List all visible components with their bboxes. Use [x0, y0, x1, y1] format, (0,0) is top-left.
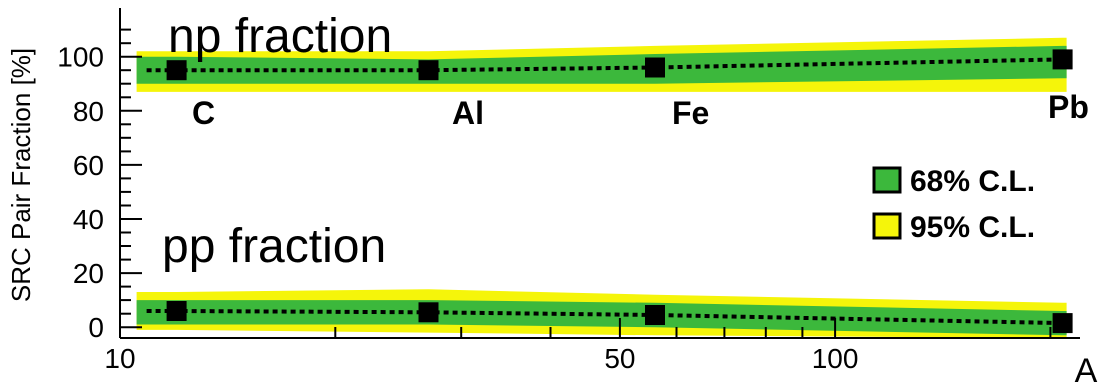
marker-np-fe	[645, 57, 665, 78]
x-axis-label: A	[1075, 352, 1098, 386]
legend-label-95: 95% C.L.	[910, 211, 1035, 244]
y-tick-label: 60	[73, 150, 104, 181]
y-tick-label: 100	[57, 42, 104, 73]
y-tick-label: 40	[73, 204, 104, 235]
x-tick-label: 50	[604, 343, 635, 374]
y-axis-label: SRC Pair Fraction [%]	[6, 48, 36, 302]
legend-swatch-95	[872, 212, 902, 240]
series-label-pp: pp fraction	[162, 220, 386, 273]
x-tick-label: 100	[812, 343, 859, 374]
marker-pp-al	[418, 302, 439, 323]
marker-pp-pb	[1052, 313, 1073, 334]
x-tick-label: 10	[104, 343, 135, 374]
x-axis-ticks: 10 50 100	[104, 318, 1052, 374]
marker-np-pb	[1052, 49, 1073, 70]
band-68-np	[136, 45, 1067, 84]
series-label-np: np fraction	[168, 10, 392, 63]
y-tick-label: 80	[73, 96, 104, 127]
data-markers	[166, 49, 1073, 334]
y-tick-label: 0	[88, 312, 104, 343]
nucleus-label-fe: Fe	[672, 95, 709, 131]
y-axis-ticks: 0 20 40 60 80 100	[57, 28, 142, 343]
nucleus-label-pb: Pb	[1048, 89, 1089, 125]
legend-swatch-68	[872, 166, 902, 194]
legend-label-68: 68% C.L.	[910, 165, 1035, 198]
legend: 68% C.L. 95% C.L.	[872, 165, 1035, 244]
nucleus-label-al: Al	[452, 95, 484, 131]
marker-np-c	[166, 60, 187, 81]
nucleus-label-c: C	[192, 95, 215, 131]
y-tick-label: 20	[73, 258, 104, 289]
marker-np-al	[418, 60, 439, 81]
marker-pp-fe	[645, 305, 665, 325]
marker-pp-c	[166, 301, 187, 321]
